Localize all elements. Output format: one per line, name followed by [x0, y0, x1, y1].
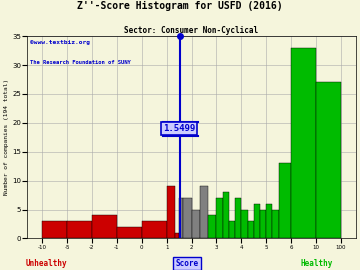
Bar: [208, 215, 216, 238]
Text: ©www.textbiz.org: ©www.textbiz.org: [31, 40, 90, 45]
Bar: [175, 233, 179, 238]
Bar: [67, 221, 92, 238]
Bar: [316, 82, 341, 238]
Bar: [200, 186, 208, 238]
Bar: [183, 198, 192, 238]
Bar: [279, 163, 291, 238]
Bar: [42, 221, 67, 238]
Bar: [291, 48, 316, 238]
Bar: [222, 192, 229, 238]
Text: Z''-Score Histogram for USFD (2016): Z''-Score Histogram for USFD (2016): [77, 1, 283, 11]
Text: Healthy: Healthy: [301, 259, 333, 268]
Bar: [179, 198, 183, 238]
Y-axis label: Number of companies (194 total): Number of companies (194 total): [4, 79, 9, 195]
Bar: [241, 210, 248, 238]
Bar: [92, 215, 117, 238]
Bar: [216, 198, 222, 238]
Bar: [266, 204, 273, 238]
Bar: [142, 221, 167, 238]
Bar: [273, 210, 279, 238]
Bar: [229, 221, 235, 238]
Text: 1.5499: 1.5499: [163, 124, 195, 133]
Bar: [117, 227, 142, 238]
Bar: [254, 204, 260, 238]
Text: The Research Foundation of SUNY: The Research Foundation of SUNY: [31, 60, 131, 66]
Bar: [260, 210, 266, 238]
Title: Sector: Consumer Non-Cyclical: Sector: Consumer Non-Cyclical: [125, 26, 258, 35]
Text: Score: Score: [176, 259, 199, 268]
Text: Unhealthy: Unhealthy: [26, 259, 68, 268]
Bar: [192, 210, 200, 238]
Bar: [248, 221, 254, 238]
Bar: [167, 186, 175, 238]
Bar: [235, 198, 241, 238]
